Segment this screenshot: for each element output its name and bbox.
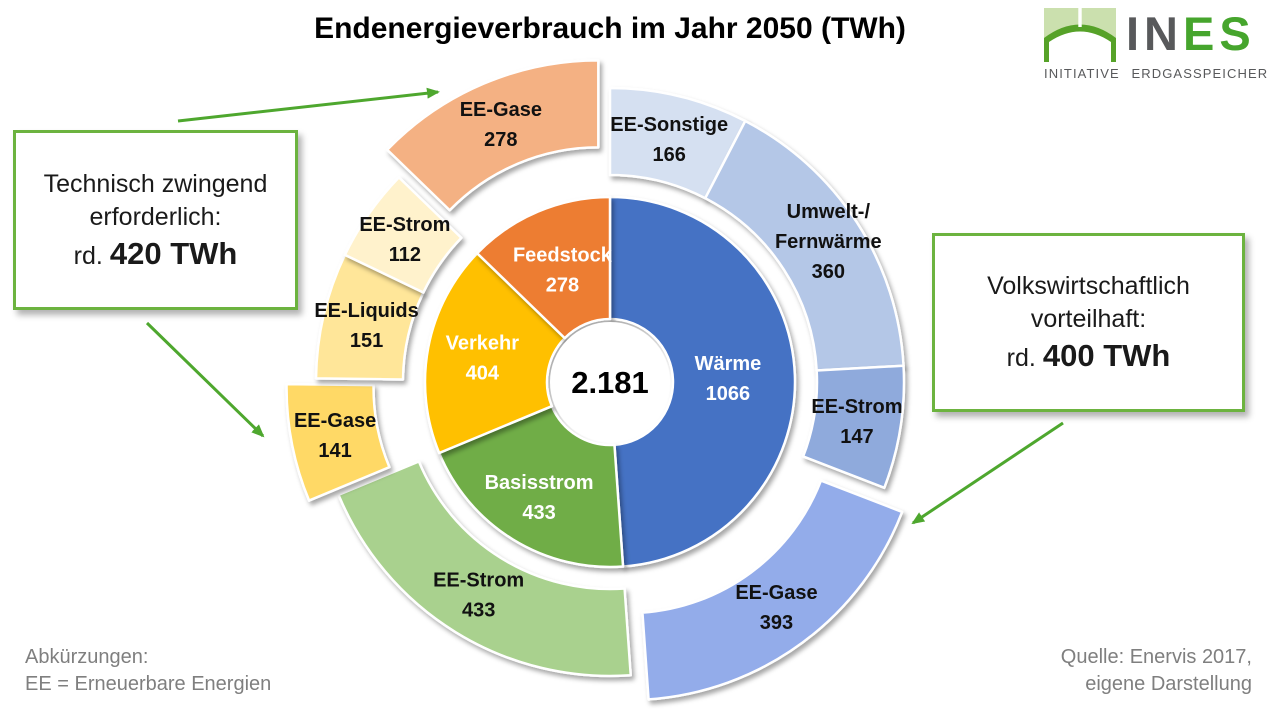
segment-ee-gase-393 <box>641 479 904 701</box>
label-waerme-line-1: Wärme <box>695 353 762 375</box>
segment-ee-gase-141 <box>285 382 391 502</box>
logo-text-in: IN <box>1126 7 1183 60</box>
label-ee-strom-147-line-2: 147 <box>840 426 873 448</box>
label-ee-gase-141-line-1: EE-Gase <box>294 410 376 432</box>
label-ee-strom-433-line-2: 433 <box>462 600 495 622</box>
page-title: Endenergieverbrauch im Jahr 2050 (TWh) <box>314 12 906 45</box>
callout-left-value-line: rd. 420 TWh <box>16 237 295 273</box>
segment-verkehr-404 <box>423 251 567 455</box>
callout-left-prefix: rd. <box>73 241 103 270</box>
label-ee-gase-393-line-2: 393 <box>760 612 793 634</box>
label-ee-gase-141-line-2: 141 <box>318 440 351 462</box>
callout-left-line1: Technisch zwingend <box>43 169 268 198</box>
segment-feedstock-278 <box>475 195 612 340</box>
label-umwelt-fernwaerme-360-line-2: Fernwärme <box>775 231 882 253</box>
ines-logo: INES INITIATIVE ERDGASSPEICHER <box>1044 8 1269 81</box>
green-arrow-1 <box>177 87 440 123</box>
footnote-abbreviations-line2: EE = Erneuerbare Energien <box>25 673 272 695</box>
label-ee-strom-112-line-1: EE-Strom <box>359 214 450 236</box>
label-ee-strom-147-line-1: EE-Strom <box>811 396 902 418</box>
center-total: 2.181 <box>571 365 649 400</box>
label-verkehr-line-1: Verkehr <box>446 333 520 355</box>
footnote-source-line1: Quelle: Enervis 2017, <box>1060 646 1252 668</box>
callout-volkswirtschaftlich: Volkswirtschaftlich vorteilhaft: rd. 400 … <box>932 233 1245 412</box>
segment-ee-gase-278 <box>385 59 600 212</box>
label-feedstock-line-2: 278 <box>546 275 579 297</box>
label-ee-liquids-151-line-1: EE-Liquids <box>314 300 418 322</box>
gas-storage-dome-icon <box>1044 8 1116 62</box>
callout-right-value-line: rd. 400 TWh <box>935 339 1242 375</box>
callout-right-line1: Volkswirtschaftlich <box>987 272 1190 300</box>
logo-text-es: ES <box>1183 7 1256 60</box>
label-ee-gase-393-line-1: EE-Gase <box>735 582 817 604</box>
callout-left-value: 420 TWh <box>109 235 238 271</box>
footnote-source: Quelle: Enervis 2017, eigene Darstellung <box>1061 644 1252 698</box>
footnote-source-line2: eigene Darstellung <box>1085 673 1252 695</box>
label-ee-gase-278-line-1: EE-Gase <box>460 99 542 121</box>
callout-left-line2: erforderlich: <box>89 202 222 231</box>
footnote-abbreviations-line1: Abkürzungen: <box>25 646 149 668</box>
green-arrow-2 <box>145 321 265 438</box>
label-umwelt-fernwaerme-360-line-3: 360 <box>812 261 845 283</box>
label-basisstrom-line-2: 433 <box>522 502 555 524</box>
segment-ee-strom-433 <box>337 460 632 678</box>
label-umwelt-fernwaerme-360-line-1: Umwelt-/ <box>787 201 871 223</box>
label-verkehr-line-2: 404 <box>466 363 500 385</box>
label-feedstock-line-1: Feedstock <box>513 245 613 267</box>
green-arrow-3 <box>911 421 1064 525</box>
label-ee-sonstige-166-line-1: EE-Sonstige <box>610 114 728 136</box>
label-ee-gase-278-line-2: 278 <box>484 129 517 151</box>
label-ee-sonstige-166-line-2: 166 <box>653 144 686 166</box>
callout-right-line2: vorteilhaft: <box>1030 305 1147 333</box>
callout-technisch-zwingend: Technisch zwingend erforderlich: rd. 420 … <box>13 130 298 310</box>
logo-wordmark: INES <box>1126 8 1256 60</box>
callout-right-value: 400 TWh <box>1042 338 1171 373</box>
label-waerme-line-2: 1066 <box>706 383 751 405</box>
label-ee-strom-433-line-1: EE-Strom <box>433 570 524 592</box>
label-basisstrom-line-1: Basisstrom <box>485 472 594 494</box>
footnote-abbreviations: Abkürzungen: EE = Erneuerbare Energien <box>25 644 271 698</box>
segment-basisstrom-433 <box>437 404 625 569</box>
segment-ee-strom-147 <box>801 364 906 490</box>
segment-waerme-1066 <box>608 195 797 568</box>
label-ee-strom-112-line-2: 112 <box>389 244 421 266</box>
label-ee-liquids-151-line-2: 151 <box>350 330 383 352</box>
donut-center-hole <box>550 322 670 442</box>
callout-right-prefix: rd. <box>1006 344 1036 372</box>
segment-ee-strom-112 <box>343 176 463 294</box>
logo-subtitle: INITIATIVE ERDGASSPEICHER <box>1044 66 1269 81</box>
